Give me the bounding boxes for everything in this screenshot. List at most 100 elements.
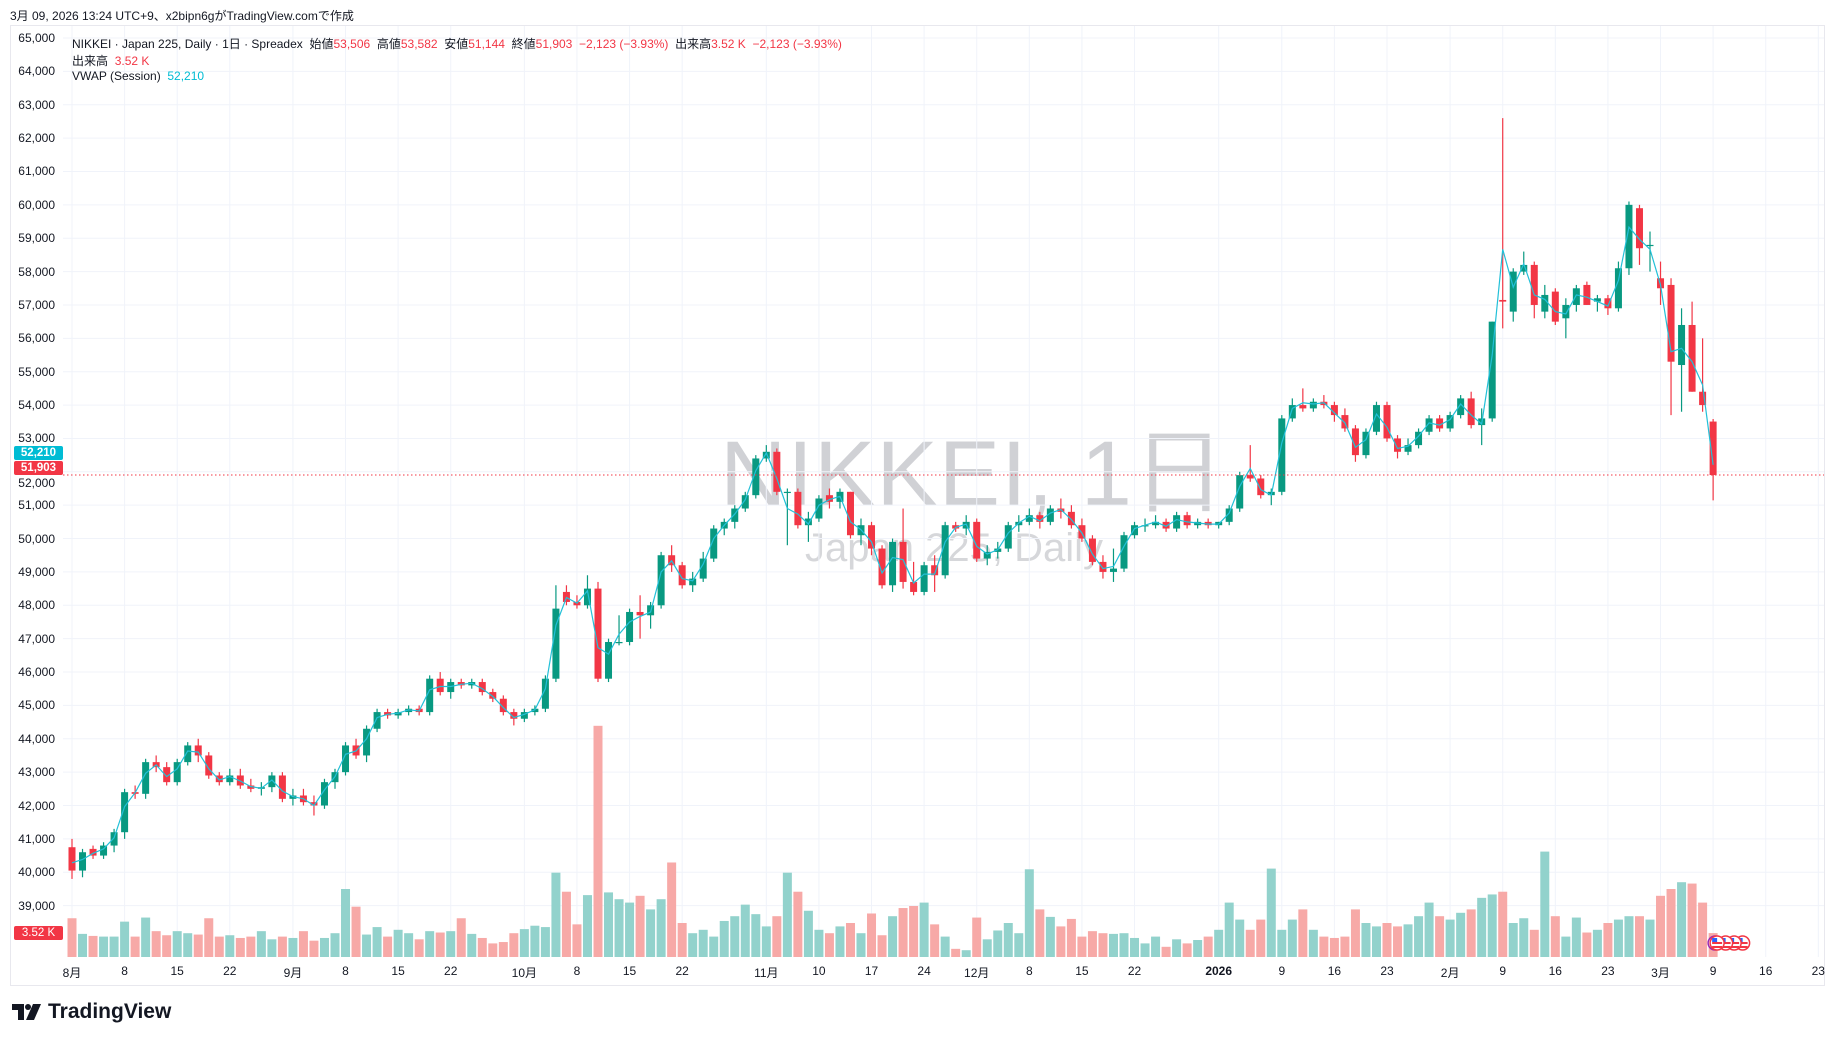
candle[interactable]: [1257, 475, 1265, 499]
candle[interactable]: [1046, 505, 1054, 526]
candle[interactable]: [920, 561, 928, 596]
candle[interactable]: [804, 511, 812, 542]
candle[interactable]: [1078, 518, 1086, 542]
candle[interactable]: [205, 752, 213, 779]
candle[interactable]: [878, 545, 886, 589]
candle[interactable]: [1394, 435, 1402, 459]
candle[interactable]: [941, 521, 949, 579]
candle[interactable]: [1215, 521, 1223, 529]
candle[interactable]: [320, 778, 328, 809]
candle[interactable]: [752, 455, 760, 499]
candle[interactable]: [1593, 294, 1601, 312]
candle[interactable]: [983, 545, 991, 566]
candle[interactable]: [1457, 395, 1465, 419]
candle[interactable]: [152, 755, 160, 773]
candle[interactable]: [194, 738, 202, 763]
candle[interactable]: [720, 518, 728, 536]
candle[interactable]: [1267, 488, 1275, 506]
candle[interactable]: [1478, 408, 1486, 446]
legend-vwap[interactable]: VWAP (Session) 52,210: [72, 69, 204, 83]
candle[interactable]: [100, 842, 108, 859]
candle[interactable]: [1614, 261, 1622, 312]
candle[interactable]: [1383, 401, 1391, 442]
candle[interactable]: [447, 678, 455, 699]
candle[interactable]: [1236, 471, 1244, 512]
candle[interactable]: [426, 675, 434, 716]
candle[interactable]: [1162, 518, 1170, 532]
candle[interactable]: [278, 772, 286, 803]
candle[interactable]: [668, 545, 676, 572]
candle[interactable]: [1425, 415, 1433, 436]
candle[interactable]: [594, 581, 602, 683]
candle[interactable]: [1446, 411, 1454, 432]
candle[interactable]: [1225, 505, 1233, 526]
candle[interactable]: [1488, 321, 1496, 422]
candle[interactable]: [815, 495, 823, 522]
candle[interactable]: [142, 758, 150, 799]
candle[interactable]: [1509, 268, 1517, 322]
candle[interactable]: [89, 845, 97, 859]
candle[interactable]: [626, 608, 634, 646]
candle[interactable]: [1330, 401, 1338, 422]
candle[interactable]: [1351, 425, 1359, 462]
candle[interactable]: [1541, 284, 1549, 319]
candle[interactable]: [1004, 521, 1012, 552]
candle[interactable]: [605, 638, 613, 683]
candle[interactable]: [478, 678, 486, 696]
candle[interactable]: [868, 521, 876, 556]
candle[interactable]: [1246, 445, 1254, 482]
candle[interactable]: [1278, 415, 1286, 496]
candle[interactable]: [110, 828, 118, 853]
candle[interactable]: [899, 508, 907, 589]
candle[interactable]: [363, 725, 371, 763]
candle[interactable]: [215, 772, 223, 786]
candle[interactable]: [678, 561, 686, 589]
candle[interactable]: [342, 742, 350, 776]
candle[interactable]: [299, 788, 307, 806]
candle[interactable]: [615, 615, 623, 646]
candle[interactable]: [1362, 428, 1370, 459]
candle[interactable]: [552, 585, 560, 683]
candle[interactable]: [689, 571, 697, 592]
candle[interactable]: [1625, 201, 1633, 275]
candle[interactable]: [1436, 415, 1444, 432]
candle[interactable]: [1699, 338, 1707, 412]
candle[interactable]: [436, 672, 444, 696]
candle[interactable]: [773, 448, 781, 496]
candle[interactable]: [173, 758, 181, 786]
legend-volume[interactable]: 出来高 3.52 K: [72, 52, 149, 69]
candle[interactable]: [1088, 535, 1096, 566]
candle[interactable]: [1646, 231, 1654, 272]
candle[interactable]: [1467, 391, 1475, 429]
candle[interactable]: [846, 491, 854, 539]
candle[interactable]: [1131, 521, 1139, 539]
candle[interactable]: [1667, 278, 1675, 416]
candle[interactable]: [489, 688, 497, 703]
candle[interactable]: [1688, 301, 1696, 392]
candle[interactable]: [268, 772, 276, 793]
candle[interactable]: [783, 488, 791, 546]
candle[interactable]: [710, 525, 718, 562]
candle[interactable]: [1173, 511, 1181, 532]
candle[interactable]: [731, 505, 739, 529]
candle[interactable]: [79, 848, 87, 878]
candle[interactable]: [1583, 281, 1591, 305]
candle[interactable]: [121, 788, 129, 839]
candle[interactable]: [1341, 408, 1349, 432]
candle[interactable]: [657, 551, 665, 609]
candle[interactable]: [973, 518, 981, 562]
candle[interactable]: [1678, 308, 1686, 412]
candle[interactable]: [1415, 428, 1423, 449]
candle[interactable]: [1572, 284, 1580, 312]
candle[interactable]: [1551, 288, 1559, 325]
tradingview-logo[interactable]: TradingView: [12, 1000, 171, 1024]
candle[interactable]: [1099, 555, 1107, 579]
candle[interactable]: [1057, 498, 1065, 519]
candle[interactable]: [889, 538, 897, 592]
candle[interactable]: [68, 838, 76, 879]
candle[interactable]: [1499, 118, 1507, 329]
candle[interactable]: [184, 742, 192, 766]
candle[interactable]: [499, 695, 507, 716]
candle[interactable]: [794, 488, 802, 529]
